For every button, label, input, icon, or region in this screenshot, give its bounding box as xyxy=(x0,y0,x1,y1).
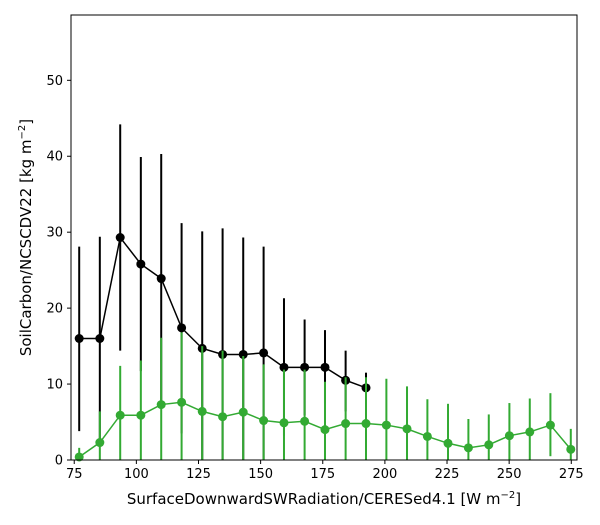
data-point-1-24 xyxy=(566,444,576,454)
data-point-0-1 xyxy=(95,333,105,343)
data-point-1-10 xyxy=(279,418,289,428)
x-axis-label-text: SurfaceDownwardSWRadiation/CERESed4.1 [W… xyxy=(127,490,501,508)
data-point-0-3 xyxy=(136,259,146,269)
series-layer xyxy=(74,124,576,462)
data-point-1-6 xyxy=(197,406,207,416)
data-point-1-15 xyxy=(381,420,391,430)
y-tick-label: 50 xyxy=(46,74,63,89)
data-point-1-18 xyxy=(443,438,453,448)
data-point-1-14 xyxy=(361,419,371,429)
data-point-0-0 xyxy=(74,333,84,343)
data-point-1-21 xyxy=(504,431,514,441)
data-point-0-2 xyxy=(115,233,125,242)
data-point-1-17 xyxy=(422,431,432,441)
x-tick-label: 125 xyxy=(186,467,211,482)
data-point-1-11 xyxy=(300,416,310,426)
data-point-1-19 xyxy=(463,443,473,453)
y-axis: 0 10 20 30 40 50 xyxy=(46,74,71,469)
plot-frame xyxy=(70,14,578,461)
data-point-0-4 xyxy=(156,274,166,284)
x-tick-label: 200 xyxy=(372,467,397,482)
data-point-1-3 xyxy=(136,410,146,420)
data-point-1-7 xyxy=(218,412,228,422)
x-tick-label: 275 xyxy=(559,467,584,482)
data-point-1-12 xyxy=(320,425,330,435)
data-point-1-2 xyxy=(115,410,125,420)
y-axis-label-text: SoilCarbon/NCSCDV22 [kg m xyxy=(17,139,35,356)
data-point-0-5 xyxy=(177,323,187,333)
x-tick-label: 75 xyxy=(66,467,83,482)
data-point-1-4 xyxy=(156,400,166,410)
y-tick-label: 20 xyxy=(46,302,63,317)
data-point-0-9 xyxy=(259,348,269,358)
x-axis-label: SurfaceDownwardSWRadiation/CERESed4.1 [W… xyxy=(127,490,521,508)
data-point-1-1 xyxy=(95,438,105,448)
data-point-1-0 xyxy=(74,452,84,462)
data-point-0-10 xyxy=(279,362,289,372)
data-point-1-13 xyxy=(341,419,351,429)
x-axis-label-end: ] xyxy=(515,490,521,508)
y-tick-label: 10 xyxy=(46,378,63,393)
data-point-0-8 xyxy=(238,349,248,359)
y-tick-label: 30 xyxy=(46,226,63,241)
data-point-1-20 xyxy=(484,440,494,450)
data-point-1-23 xyxy=(545,420,555,430)
data-point-1-22 xyxy=(525,427,535,437)
y-axis-label-superscript: −2 xyxy=(17,125,28,140)
x-axis: 75 100 125 150 175 200 225 250 275 xyxy=(66,460,584,482)
x-tick-label: 225 xyxy=(435,467,460,482)
data-point-1-5 xyxy=(177,397,187,407)
data-point-1-16 xyxy=(402,424,412,434)
y-axis-label: SoilCarbon/NCSCDV22 [kg m−2] xyxy=(17,119,35,356)
data-point-1-9 xyxy=(259,416,269,426)
x-tick-label: 100 xyxy=(124,467,149,482)
series-1 xyxy=(74,332,576,462)
y-axis-label-end: ] xyxy=(17,119,35,125)
x-tick-label: 150 xyxy=(248,467,273,482)
y-tick-label: 40 xyxy=(46,150,63,165)
data-point-0-12 xyxy=(320,362,330,372)
data-point-0-11 xyxy=(300,362,310,372)
x-axis-label-superscript: −2 xyxy=(501,490,516,501)
x-tick-label: 175 xyxy=(310,467,335,482)
data-point-1-8 xyxy=(238,407,248,417)
x-tick-label: 250 xyxy=(497,467,522,482)
y-tick-label: 0 xyxy=(55,454,63,469)
